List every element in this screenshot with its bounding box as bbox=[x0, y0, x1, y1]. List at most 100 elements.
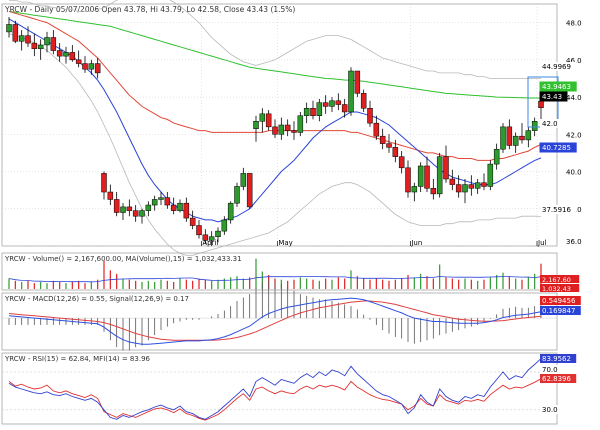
candle-body bbox=[120, 206, 126, 213]
candle-body bbox=[367, 107, 373, 124]
candle-body bbox=[94, 63, 101, 74]
candle-body bbox=[151, 199, 158, 206]
candle-body bbox=[291, 130, 297, 133]
candle-body bbox=[6, 24, 12, 33]
candle-body bbox=[462, 184, 468, 193]
volume-label-bg bbox=[540, 275, 580, 283]
candle-body bbox=[341, 104, 348, 113]
month-label: April bbox=[202, 239, 218, 247]
candle-body bbox=[44, 37, 50, 46]
price-tick-label: 42.0 bbox=[566, 131, 582, 139]
price-label-bg bbox=[539, 91, 568, 102]
candle-body bbox=[196, 225, 202, 236]
mfi-line bbox=[8, 358, 542, 420]
macd-line bbox=[8, 297, 542, 345]
price-label: 37.5916 bbox=[542, 206, 571, 214]
candle-body bbox=[405, 167, 411, 193]
rsi-label-bg bbox=[540, 365, 563, 374]
month-label: May bbox=[278, 239, 292, 247]
volume-panel-frame bbox=[1, 252, 558, 291]
candle-body bbox=[443, 156, 449, 180]
rsi-line bbox=[8, 378, 542, 421]
candle-body bbox=[82, 63, 88, 70]
candle-body bbox=[246, 173, 253, 208]
candle-body bbox=[512, 135, 519, 146]
volume-label: 1,032,43 bbox=[542, 285, 571, 293]
candle-body bbox=[430, 188, 437, 195]
candle-body bbox=[139, 210, 145, 217]
candle-body bbox=[88, 63, 95, 70]
price-panel-title: YRCW - Daily 05/07/2006 Open 43.78, Hi 4… bbox=[4, 5, 295, 14]
price-label: 40.7285 bbox=[542, 144, 571, 152]
volume-label: 2,167,60 bbox=[542, 276, 571, 284]
macd-label-bg bbox=[540, 296, 581, 305]
price-label-bg bbox=[540, 205, 577, 214]
candle-body bbox=[126, 206, 133, 211]
price-label: 43.9463 bbox=[542, 83, 571, 91]
candle-body bbox=[101, 173, 107, 193]
macd-panel-frame bbox=[1, 292, 558, 351]
candle-body bbox=[63, 52, 69, 57]
candle-body bbox=[132, 210, 139, 217]
candle-body bbox=[392, 147, 399, 157]
candle-body bbox=[234, 186, 240, 204]
volume-ma-line bbox=[8, 276, 542, 283]
price-label: 42.0 bbox=[542, 120, 558, 128]
price-tick-label: 46.0 bbox=[566, 57, 582, 65]
rsi-panel-frame bbox=[1, 352, 558, 425]
candle-body bbox=[164, 197, 171, 206]
price-label: 44.9969 bbox=[542, 63, 571, 71]
candle-body bbox=[373, 122, 380, 137]
price-label: 43.43 bbox=[542, 93, 562, 101]
candle-body bbox=[449, 178, 456, 185]
candle-body bbox=[322, 102, 329, 107]
macd-label: 0.549456 bbox=[542, 297, 576, 305]
candle-body bbox=[468, 184, 475, 189]
rsi-label: 83.9562 bbox=[542, 355, 571, 363]
candle-body bbox=[37, 44, 44, 49]
candle-body bbox=[31, 42, 38, 49]
candle-body bbox=[348, 70, 354, 113]
candle-body bbox=[56, 50, 63, 57]
candle-body bbox=[145, 204, 152, 211]
macd-signal-line bbox=[8, 300, 542, 341]
candle-body bbox=[221, 219, 228, 232]
candle-body bbox=[329, 100, 335, 107]
candle-body bbox=[50, 37, 57, 51]
rsi-panel-title: YRCW - RSI(15) = 62.84, MFI(14) = 83.96 bbox=[4, 355, 151, 363]
candle-body bbox=[208, 236, 215, 241]
candle-body bbox=[519, 135, 525, 141]
candle-body bbox=[538, 100, 544, 108]
month-label: Jun bbox=[410, 239, 422, 247]
bollinger-upper-line bbox=[9, 0, 541, 79]
candle-body bbox=[417, 165, 424, 187]
macd-label-bg bbox=[540, 306, 581, 315]
month-label: Jul bbox=[537, 239, 547, 247]
candle-body bbox=[360, 93, 367, 109]
price-label-bg bbox=[539, 142, 577, 153]
candle-body bbox=[253, 121, 259, 129]
candle-body bbox=[379, 135, 386, 144]
candle-body bbox=[215, 230, 221, 237]
candle-body bbox=[259, 113, 266, 122]
rsi-label-bg bbox=[540, 405, 563, 414]
candle-body bbox=[113, 199, 120, 213]
candle-body bbox=[310, 107, 316, 116]
candle-body bbox=[284, 124, 291, 131]
candle-body bbox=[202, 234, 209, 241]
candle-body bbox=[75, 59, 82, 64]
candle-body bbox=[183, 202, 190, 219]
price-label-bg bbox=[539, 81, 577, 92]
candle-body bbox=[278, 124, 285, 135]
candle-body bbox=[177, 202, 183, 211]
candle-body bbox=[436, 156, 443, 195]
candle-body bbox=[303, 107, 310, 116]
candle-body bbox=[525, 130, 532, 141]
candle-body bbox=[12, 24, 19, 42]
price-label-bg bbox=[540, 119, 563, 128]
candle-body bbox=[240, 173, 247, 187]
candle-body bbox=[506, 126, 513, 146]
candle-body bbox=[487, 163, 494, 187]
